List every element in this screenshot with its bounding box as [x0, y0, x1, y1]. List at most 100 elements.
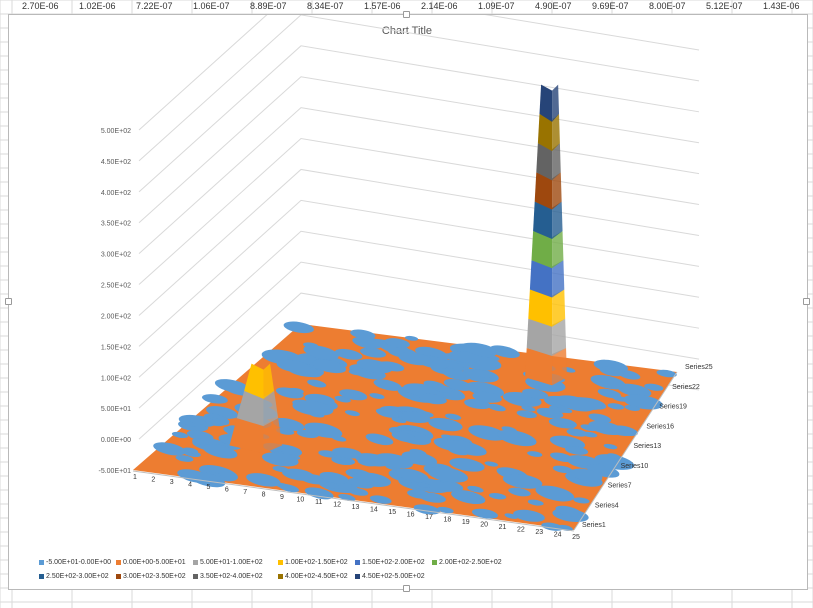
- legend-label: 2.00E+02-2.50E+02: [439, 559, 502, 566]
- x-tick-label: 20: [480, 522, 488, 529]
- legend-entry[interactable]: 3.50E+02-4.00E+02: [193, 573, 263, 580]
- spreadsheet-top-row: 2.70E-06 1.02E-06 7.22E-07 1.06E-07 8.89E-07…: [0, 0, 813, 14]
- cell-value[interactable]: 2.14E-06: [421, 1, 458, 11]
- legend-label: 4.50E+02-5.00E+02: [362, 573, 425, 580]
- legend-swatch: [193, 559, 198, 565]
- surface-patch-negative: [214, 379, 250, 393]
- surface-patch-negative: [570, 468, 603, 482]
- surface-patch-negative: [487, 403, 506, 412]
- surface-patch-negative: [375, 408, 399, 418]
- gridline: [138, 138, 700, 285]
- cell-value[interactable]: 8.34E-07: [307, 1, 344, 11]
- surface-patch-negative: [451, 490, 486, 505]
- surface-peak[interactable]: [229, 363, 283, 454]
- surface-patch-negative: [307, 379, 327, 388]
- legend-entry[interactable]: 4.00E+02-4.50E+02: [278, 573, 348, 580]
- surface-patch-negative: [617, 383, 652, 398]
- surface-patch-negative: [573, 497, 590, 504]
- cell-value[interactable]: 8.00E-07: [649, 1, 686, 11]
- surface-patch-negative: [202, 394, 228, 404]
- z-tick-label: -5.00E+01: [99, 468, 132, 475]
- surface-patch-negative: [276, 359, 311, 373]
- legend-label: 3.00E+02-3.50E+02: [123, 573, 186, 580]
- surface-patch-negative: [403, 383, 438, 397]
- legend-entry[interactable]: 5.00E+01-1.00E+02: [193, 559, 263, 566]
- surface-patch-negative: [272, 466, 289, 473]
- legend-entry[interactable]: 4.50E+02-5.00E+02: [355, 573, 425, 580]
- legend-swatch: [39, 559, 44, 565]
- peak-band-right: [552, 348, 567, 386]
- series-axis-label: Series4: [595, 502, 619, 509]
- resize-handle-right[interactable]: [803, 298, 810, 305]
- legend-swatch: [116, 559, 121, 565]
- resize-handle-bottom[interactable]: [403, 585, 410, 592]
- peak-band-left: [244, 363, 264, 399]
- legend-entry[interactable]: 2.50E+02-3.00E+02: [39, 573, 109, 580]
- peak-band-right: [552, 201, 563, 239]
- surface-chart[interactable]: Chart Title 5.00E+02 4.50E+02 4.00E+02 3.50…: [9, 0, 807, 589]
- cell-value[interactable]: 5.12E-07: [706, 1, 743, 11]
- legend-entry[interactable]: 3.00E+02-3.50E+02: [116, 573, 186, 580]
- cell-value[interactable]: 4.90E-07: [535, 1, 572, 11]
- x-tick-label: 25: [572, 534, 580, 541]
- surface-patch-negative: [588, 413, 612, 423]
- cell-value[interactable]: 1.57E-06: [364, 1, 401, 11]
- x-tick-label: 11: [315, 499, 322, 506]
- x-tick-label: 1: [133, 474, 137, 481]
- peak-band-right: [552, 84, 560, 122]
- resize-handle-top[interactable]: [403, 11, 410, 18]
- peak-band-right: [552, 318, 567, 357]
- cell-value[interactable]: 1.09E-07: [478, 1, 515, 11]
- surface-patch-negative: [484, 461, 499, 467]
- legend-swatch: [278, 559, 283, 565]
- cell-value[interactable]: 1.43E-06: [763, 1, 800, 11]
- peak-band-right: [552, 113, 560, 152]
- surface-patch-negative: [292, 400, 334, 416]
- surface-patch-negative: [549, 435, 586, 450]
- chart-area[interactable]: Chart Title 5.00E+02 4.50E+02 4.00E+02 3.50…: [8, 0, 808, 590]
- surface-patch-negative: [398, 411, 431, 424]
- surface-patch-negative: [468, 425, 507, 441]
- legend-entry[interactable]: -5.00E+01-0.00E+00: [39, 559, 111, 566]
- cell-value[interactable]: 7.22E-07: [136, 1, 173, 11]
- surface-patch-negative: [261, 452, 299, 467]
- surface-patch-negative: [360, 347, 387, 358]
- surface-patch-negative: [373, 379, 402, 391]
- x-tick-label: 3: [170, 479, 174, 486]
- x-tick-label: 23: [535, 529, 543, 536]
- surface-patch-negative: [398, 352, 433, 366]
- legend-entry[interactable]: 1.50E+02-2.00E+02: [355, 559, 425, 566]
- surface-patch-negative: [177, 469, 211, 484]
- x-tick-label: 4: [188, 482, 192, 489]
- resize-handle-left[interactable]: [5, 298, 12, 305]
- peak-band-right: [552, 230, 564, 269]
- surface-patch-negative: [471, 508, 498, 519]
- legend-entry[interactable]: 2.00E+02-2.50E+02: [432, 559, 502, 566]
- legend-swatch: [432, 559, 437, 565]
- cell-value[interactable]: 8.89E-07: [250, 1, 287, 11]
- cell-value[interactable]: 2.70E-06: [22, 1, 59, 11]
- x-tick-label: 18: [443, 517, 451, 524]
- chart-title[interactable]: Chart Title: [382, 25, 432, 37]
- series-axis-label: Series19: [659, 404, 687, 411]
- x-tick-label: 7: [243, 489, 247, 496]
- surface-peak[interactable]: [525, 84, 567, 386]
- surface-patch-negative: [396, 468, 429, 483]
- legend-entry[interactable]: 1.00E+02-1.50E+02: [278, 559, 348, 566]
- surface-patch-negative: [611, 425, 638, 437]
- surface-patch-negative: [590, 374, 626, 390]
- cell-value[interactable]: 1.02E-06: [79, 1, 116, 11]
- peak-band-left: [537, 113, 553, 152]
- surface-patch-negative: [586, 463, 620, 478]
- surface-patch-negative: [319, 471, 349, 484]
- legend-entry[interactable]: 0.00E+00-5.00E+01: [116, 559, 186, 566]
- surface-patch-negative: [607, 453, 621, 459]
- legend-label: 2.50E+02-3.00E+02: [46, 573, 109, 580]
- cell-value[interactable]: 9.69E-07: [592, 1, 629, 11]
- surface-patch-negative: [552, 465, 573, 474]
- z-tick-label: 2.00E+02: [101, 313, 131, 320]
- x-tick-label: 15: [388, 509, 396, 516]
- cell-value[interactable]: 1.06E-07: [193, 1, 230, 11]
- series-axis-label: Series13: [634, 443, 662, 450]
- gridline: [138, 107, 700, 255]
